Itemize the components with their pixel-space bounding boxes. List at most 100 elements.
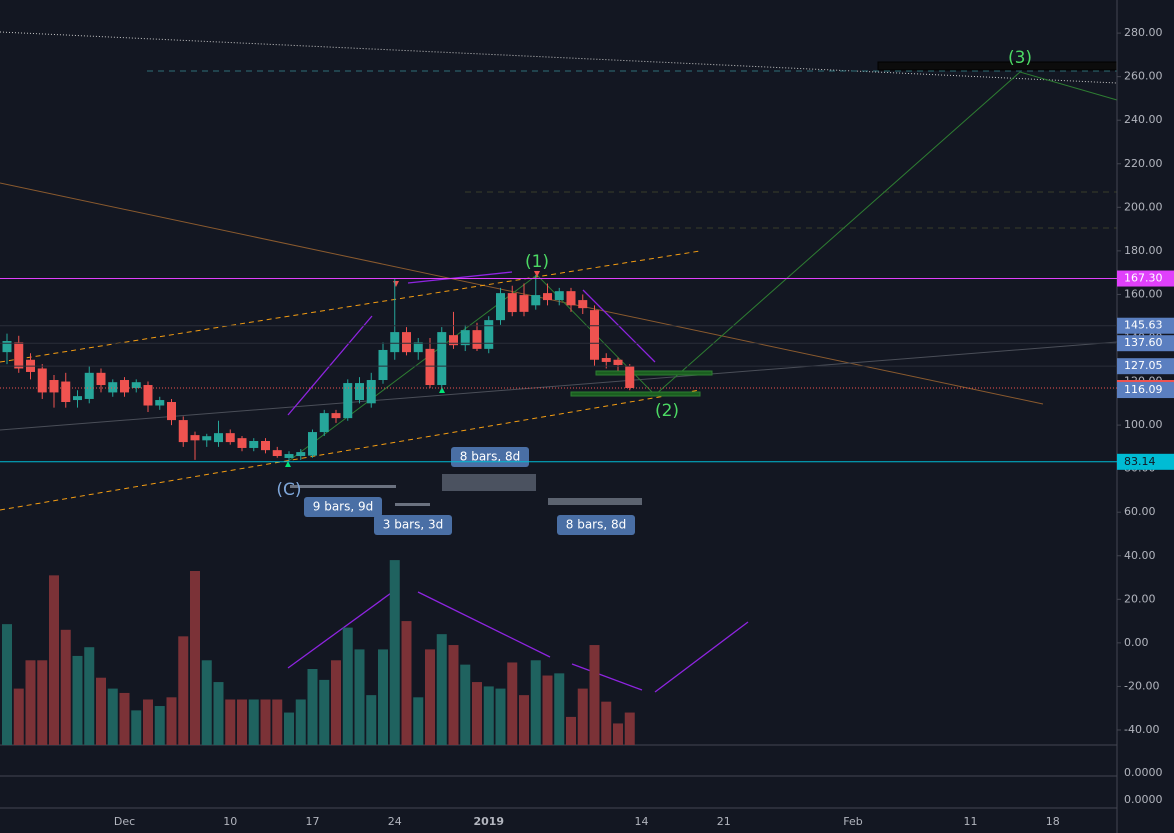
volume-bar	[295, 699, 306, 745]
volume-bar	[107, 688, 118, 745]
candle-body	[49, 380, 59, 393]
candle-body	[120, 380, 129, 393]
volume-bar	[307, 668, 318, 745]
candle-body	[249, 440, 259, 448]
candle-body	[355, 383, 364, 401]
volume-bar	[225, 699, 236, 745]
volume-bar	[342, 627, 353, 745]
candle-body	[202, 436, 212, 441]
candle-body	[131, 382, 141, 389]
candle-body	[225, 433, 235, 443]
candle-body	[625, 366, 635, 389]
volume-bar	[96, 677, 106, 745]
wave-label: (3)	[1008, 48, 1032, 68]
zone-box	[595, 370, 713, 376]
volume-bar	[554, 673, 565, 745]
volume-bar	[566, 716, 576, 745]
volume-bar	[530, 660, 541, 745]
range-box	[557, 515, 635, 535]
y-tick-label: 260.00	[1124, 70, 1163, 83]
wave-line	[289, 71, 1118, 461]
candle-body	[402, 332, 411, 353]
range-label: 8 bars, 8d	[566, 518, 627, 532]
price-tag	[1117, 335, 1174, 352]
candle-body	[413, 342, 423, 353]
price-tag-label: 145.63	[1124, 319, 1163, 332]
volume-bar	[72, 655, 83, 745]
candle-body	[61, 381, 71, 403]
y-tick-label: 180.00	[1124, 244, 1163, 257]
price-tag-label: 83.14	[1124, 455, 1156, 468]
candle-body	[84, 372, 94, 399]
zone-box	[877, 61, 1118, 71]
range-bar	[395, 503, 430, 506]
price-tag-label: 116.09	[1124, 383, 1163, 396]
candle-body	[237, 438, 247, 448]
candle-body	[261, 440, 270, 451]
range-label: 8 bars, 8d	[460, 450, 521, 464]
volume-bar	[201, 660, 212, 745]
wave-label: (C)	[276, 480, 301, 500]
x-tick-label: 14	[635, 815, 649, 828]
candle-body	[390, 332, 400, 353]
volume-bar	[37, 660, 48, 745]
volume-bar	[378, 649, 388, 745]
indicator-tick-label: 0.0000	[1124, 793, 1163, 806]
candle-body	[507, 293, 517, 313]
volume-bar	[624, 712, 635, 745]
channel-line	[0, 389, 701, 511]
price-tag	[1117, 317, 1174, 334]
marker	[285, 461, 291, 467]
candle-body	[378, 349, 388, 381]
volume-bar	[119, 692, 130, 745]
marks	[2, 274, 635, 745]
indicator-tick-label: 0.0000	[1124, 766, 1163, 779]
candle-body	[613, 359, 623, 365]
volume-bar	[272, 699, 283, 745]
volume-bar	[331, 660, 341, 745]
marker	[534, 271, 540, 277]
candle-body	[449, 335, 458, 346]
volume-bar	[425, 649, 435, 745]
candle-body	[343, 383, 353, 419]
candle-body	[108, 382, 118, 393]
range-bar	[442, 474, 536, 491]
candle-body	[190, 435, 200, 441]
volume-bar	[483, 686, 494, 745]
volume-bar	[178, 636, 189, 745]
volume-bar	[495, 688, 506, 745]
price-tag	[1117, 358, 1174, 375]
x-tick-label: 24	[388, 815, 402, 828]
volume-bar	[49, 575, 59, 745]
candle-body	[155, 400, 165, 406]
candle-body	[519, 295, 529, 312]
candle-body	[566, 291, 576, 306]
range-box	[374, 515, 452, 535]
annotations: (1) (2) (3) (C) 8 bars, 8d 9 bars, 9d 3 …	[276, 48, 1032, 535]
y-tick-label: 220.00	[1124, 157, 1163, 170]
x-tick-label: 10	[223, 815, 237, 828]
x-tick-label: 21	[717, 815, 731, 828]
volume-bar	[319, 679, 330, 745]
volume-bar	[248, 699, 259, 745]
candle-body	[496, 293, 505, 321]
candle-body	[366, 380, 376, 404]
candle-body	[460, 330, 470, 346]
y-tick-label: 160.00	[1124, 287, 1163, 300]
y-tick-label: 0.00	[1124, 636, 1149, 649]
volume-bar	[13, 688, 24, 745]
candle-body	[167, 402, 176, 421]
marker	[393, 281, 399, 287]
volume-bar	[472, 682, 482, 745]
volume-bar	[436, 634, 447, 745]
candle-body	[331, 413, 341, 419]
candle-body	[284, 454, 294, 458]
y-tick-label: 280.00	[1124, 26, 1163, 39]
range-box	[304, 497, 382, 517]
volume-bar	[519, 695, 529, 745]
candle-body	[531, 295, 541, 306]
volume-bar	[237, 699, 247, 745]
price-tag	[1117, 453, 1174, 470]
y-tick-label: 20.00	[1124, 592, 1156, 605]
